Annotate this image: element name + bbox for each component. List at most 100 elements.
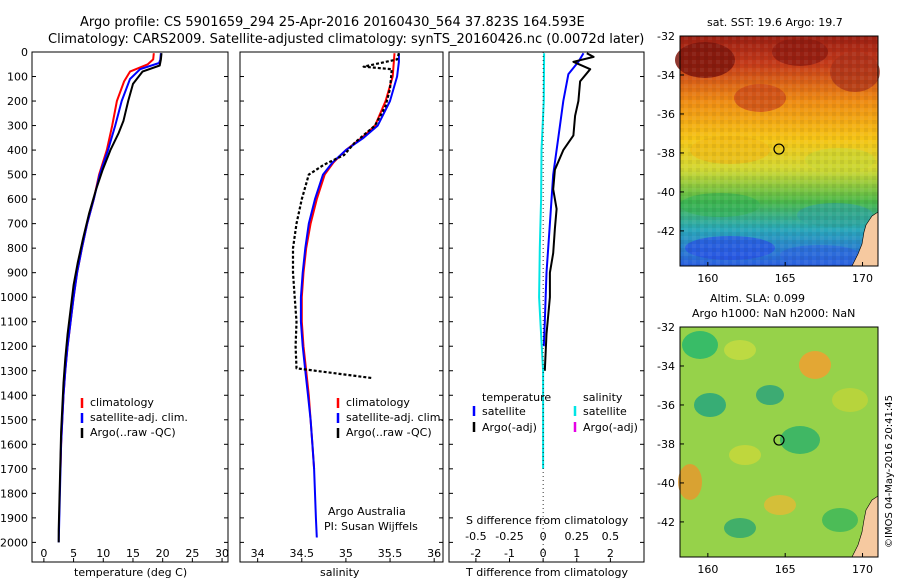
map-y-tick-label: -42 bbox=[657, 516, 675, 529]
map-y-tick-label: -38 bbox=[657, 147, 675, 160]
x-tick-label: 0 bbox=[40, 547, 47, 560]
temperature-legend: climatology satellite-adj. clim. Argo(..… bbox=[80, 396, 188, 439]
depth-tick-label: 1900 bbox=[0, 512, 28, 525]
depth-tick-label: 1200 bbox=[0, 340, 28, 353]
sst-map-frame bbox=[679, 35, 879, 267]
map-y-tick-label: -34 bbox=[657, 360, 675, 373]
depth-tick-label: 200 bbox=[7, 95, 28, 108]
sla-map-blobs bbox=[678, 331, 868, 538]
x-tick-label-salinity: -0.5 bbox=[465, 530, 486, 543]
x-tick-label: -2 bbox=[470, 547, 481, 560]
x-tick-label: 35.5 bbox=[378, 547, 403, 560]
x-tick-label-salinity: -0.25 bbox=[495, 530, 523, 543]
legend-diff-s-satellite: satellite bbox=[583, 405, 627, 418]
sla-map: Altim. SLA: 0.099 Argo h1000: NaN h2000:… bbox=[657, 292, 879, 576]
sla-map-argo-marker bbox=[773, 434, 785, 446]
depth-tick-label: 100 bbox=[7, 71, 28, 84]
sla-map-title: Altim. SLA: 0.099 bbox=[710, 292, 805, 305]
depth-tick-label: 800 bbox=[7, 242, 28, 255]
sla-map-subtitle: Argo h1000: NaN h2000: NaN bbox=[692, 307, 855, 320]
map-y-tick-label: -40 bbox=[657, 477, 675, 490]
x-tick-label: 10 bbox=[96, 547, 110, 560]
map-x-tick-label: 160 bbox=[697, 272, 718, 285]
map-y-tick-label: -32 bbox=[657, 30, 675, 43]
x-tick-label: 25 bbox=[185, 547, 199, 560]
legend-diff-s-argo: Argo(-adj) bbox=[583, 421, 638, 434]
depth-tick-label: 0 bbox=[21, 46, 28, 59]
depth-tick-label: 400 bbox=[7, 144, 28, 157]
x-tick-label: 1 bbox=[573, 547, 580, 560]
x-tick-label: 15 bbox=[126, 547, 140, 560]
x-tick-label: 5 bbox=[70, 547, 77, 560]
legend-temp-argo: Argo(..raw -QC) bbox=[90, 426, 176, 439]
difference-legend: temperature satellite Argo(-adj) salinit… bbox=[472, 391, 638, 434]
series-line-satellite-adj-clim bbox=[299, 53, 400, 538]
temperature-panel-frame bbox=[31, 51, 229, 563]
difference-panel-frame bbox=[448, 51, 645, 563]
depth-tick-label: 900 bbox=[7, 267, 28, 280]
map-y-tick-label: -42 bbox=[657, 225, 675, 238]
legend-sal-satellite: satellite-adj. clim. bbox=[346, 411, 444, 424]
argo-position-marker bbox=[773, 143, 785, 155]
legend-diff-temperature-title: temperature bbox=[482, 391, 551, 404]
map-y-tick-label: -38 bbox=[657, 438, 675, 451]
depth-tick-label: 500 bbox=[7, 169, 28, 182]
map-y-tick-label: -36 bbox=[657, 399, 675, 412]
sla-map-axes: 160 165 170 -32 -34 -36 -38 -40 -42 bbox=[657, 321, 873, 576]
depth-tick-label: 1500 bbox=[0, 414, 28, 427]
x-tick-label-salinity: 0.25 bbox=[565, 530, 590, 543]
x-tick-label: -1 bbox=[504, 547, 515, 560]
header-line1: Argo profile: CS 5901659_294 25-Apr-2016… bbox=[80, 15, 585, 30]
series-line-t-argo bbox=[543, 52, 595, 371]
legend-diff-salinity-title: salinity bbox=[583, 391, 623, 404]
map-x-tick-label: 165 bbox=[775, 272, 796, 285]
header-line2: Climatology: CARS2009. Satellite-adjuste… bbox=[48, 32, 644, 47]
x-tick-label: 0 bbox=[540, 547, 547, 560]
x-tick-label: 34.5 bbox=[290, 547, 315, 560]
map-y-tick-label: -36 bbox=[657, 108, 675, 121]
difference-xlabel: T difference from climatology bbox=[465, 566, 628, 579]
difference-xlabel-salinity: S difference from climatology bbox=[466, 514, 629, 527]
series-line-t-satellite bbox=[542, 52, 585, 347]
x-tick-label: 2 bbox=[607, 547, 614, 560]
salinity-panel-frame bbox=[239, 51, 444, 563]
legend-temp-satellite: satellite-adj. clim. bbox=[90, 411, 188, 424]
temperature-plot: 0 5 10 15 20 25 30 bbox=[40, 53, 229, 562]
depth-tick-label: 1100 bbox=[0, 316, 28, 329]
x-tick-label: 30 bbox=[215, 547, 229, 560]
x-tick-label-salinity: 0.5 bbox=[602, 530, 620, 543]
sst-map-axes: 160 165 170 -32 -34 -36 -38 -40 -42 bbox=[657, 30, 873, 285]
series-line-satellite-adj-clim bbox=[57, 53, 162, 543]
series-line-argo-raw-qc bbox=[291, 52, 400, 380]
salinity-plot: 34 34.5 35 35.5 36 bbox=[251, 52, 441, 562]
temperature-xlabel: temperature (deg C) bbox=[74, 566, 187, 579]
annotation-pi: PI: Susan Wijffels bbox=[324, 520, 418, 533]
legend-sal-climatology: climatology bbox=[346, 396, 410, 409]
series-line-argo-raw-qc bbox=[57, 53, 163, 543]
salinity-xlabel: salinity bbox=[320, 566, 360, 579]
depth-tick-label: 700 bbox=[7, 218, 28, 231]
depth-tick-label: 1800 bbox=[0, 487, 28, 500]
difference-plot: -2 -1 0 1 2-0.5 -0.25 0 0.25 0.5 bbox=[465, 52, 619, 562]
sst-map-argo-marker bbox=[773, 143, 785, 155]
sst-map-texture bbox=[680, 36, 878, 266]
map-x-tick-label: 170 bbox=[852, 563, 873, 576]
depth-tick-label: 1400 bbox=[0, 389, 28, 402]
depth-tick-label: 1600 bbox=[0, 438, 28, 451]
map-y-tick-label: -32 bbox=[657, 321, 675, 334]
depth-axis: 0 100 200 300 400 500 600 700 800 900 1000 1100 1200… bbox=[0, 46, 644, 549]
depth-tick-label: 600 bbox=[7, 193, 28, 206]
x-tick-label: 36 bbox=[427, 547, 441, 560]
legend-temp-climatology: climatology bbox=[90, 396, 154, 409]
map-x-tick-label: 165 bbox=[775, 563, 796, 576]
map-y-tick-label: -40 bbox=[657, 186, 675, 199]
legend-sal-argo: Argo(..raw -QC) bbox=[346, 426, 432, 439]
map-y-tick-label: -34 bbox=[657, 69, 675, 82]
salinity-legend: climatology satellite-adj. clim. Argo(..… bbox=[324, 396, 444, 533]
depth-tick-label: 1300 bbox=[0, 365, 28, 378]
depth-tick-label: 300 bbox=[7, 120, 28, 133]
map-x-tick-label: 170 bbox=[852, 272, 873, 285]
sst-map-title: sat. SST: 19.6 Argo: 19.7 bbox=[707, 16, 843, 29]
legend-diff-t-argo: Argo(-adj) bbox=[482, 421, 537, 434]
legend-diff-t-satellite: satellite bbox=[482, 405, 526, 418]
